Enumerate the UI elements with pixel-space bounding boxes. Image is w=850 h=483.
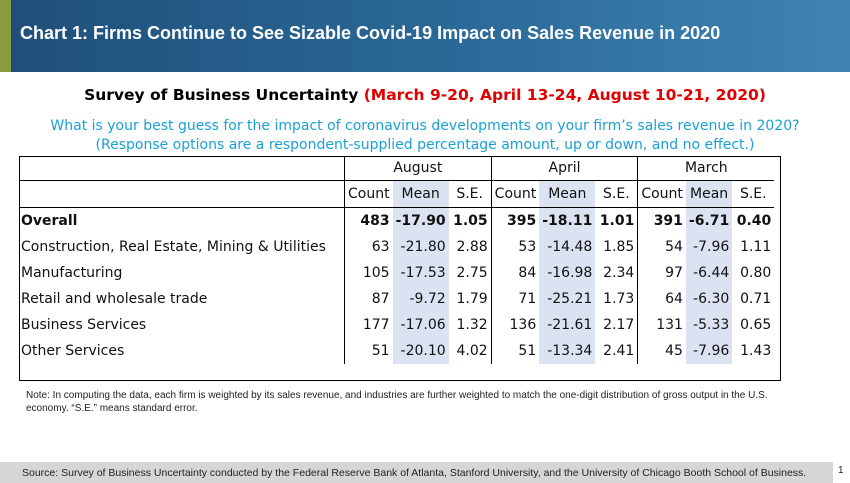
cell-count: 51 — [343, 338, 393, 364]
subheader-count: Count — [490, 180, 540, 208]
subheader-se: S.E. — [448, 180, 492, 208]
cell-se: 2.17 — [603, 317, 635, 333]
cell-mean: -25.21 — [539, 286, 596, 312]
methodology-note: Note: In computing the data, each firm i… — [26, 390, 768, 414]
table-row: Manufacturing 105 -17.53 2.75 84 -16.98 2.34 97… — [19, 260, 774, 286]
cell-se: 2.34 — [603, 265, 635, 281]
cell-count: 97 — [637, 260, 686, 286]
cell-mean: -17.53 — [392, 260, 449, 286]
cell-se: 0.65 — [740, 317, 772, 333]
chart-title: Chart 1: Firms Continue to See Sizable C… — [20, 23, 721, 43]
cell-mean: -21.61 — [539, 312, 596, 338]
subheader-count: Count — [637, 180, 686, 208]
row-label: Manufacturing — [21, 265, 123, 281]
chart-subtitle: Survey of Business Uncertainty (March 9-… — [0, 86, 850, 104]
cell-se: 0.80 — [740, 265, 772, 281]
cell-se: 1.11 — [740, 239, 772, 255]
row-label: Overall — [21, 213, 78, 229]
source-text: Source: Survey of Business Uncertainty c… — [22, 467, 807, 479]
question-line-1: What is your best guess for the impact o… — [50, 118, 800, 134]
cell-count: 391 — [637, 207, 686, 234]
cell-count: 177 — [343, 312, 393, 338]
cell-count: 71 — [490, 286, 540, 312]
group-header-april: April — [490, 156, 638, 181]
cell-se: 2.75 — [456, 265, 488, 281]
cell-se: 1.05 — [453, 213, 488, 229]
cell-se: 2.41 — [603, 343, 635, 359]
cell-count: 51 — [490, 338, 540, 364]
source-footer: Source: Survey of Business Uncertainty c… — [0, 462, 833, 483]
cell-mean: -7.96 — [685, 338, 733, 364]
table-row: Retail and wholesale trade 87 -9.72 1.79 71-… — [19, 286, 774, 312]
cell-se: 0.40 — [736, 213, 772, 229]
banner-accent-bar — [0, 0, 11, 72]
subcolumn-header-row: Count Mean S.E. Count Mean S.E. Count Mean S.E. — [19, 180, 775, 208]
subheader-count: Count — [343, 180, 393, 208]
cell-count: 395 — [490, 207, 540, 234]
cell-mean: -18.11 — [539, 207, 596, 234]
question-line-2: (Response options are a respondent-suppl… — [95, 137, 755, 153]
cell-count: 54 — [637, 234, 686, 260]
subheader-se: S.E. — [732, 180, 775, 208]
cell-se: 1.73 — [603, 291, 635, 307]
cell-mean: -7.96 — [685, 234, 733, 260]
cell-mean: -21.80 — [392, 234, 449, 260]
cell-mean: -6.44 — [685, 260, 733, 286]
cell-mean: -17.90 — [392, 207, 449, 234]
title-banner: Chart 1: Firms Continue to See Sizable C… — [0, 0, 850, 72]
subheader-mean: Mean — [539, 180, 596, 208]
table-row: Overall 483 -17.90 1.05 395 -18.11 1.01 391 -6.7… — [19, 207, 774, 234]
cell-count: 483 — [343, 207, 393, 234]
group-header-march: March — [637, 156, 775, 181]
survey-dates: (March 9-20, April 13-24, August 10-21, … — [363, 86, 766, 104]
cell-mean: -20.10 — [392, 338, 449, 364]
results-table: August April March Count Mean S.E. Count Mean S.… — [19, 156, 775, 364]
row-label: Construction, Real Estate, Mining & Util… — [21, 239, 326, 255]
cell-count: 64 — [637, 286, 686, 312]
cell-count: 63 — [343, 234, 393, 260]
survey-name: Survey of Business Uncertainty — [84, 86, 359, 104]
cell-count: 53 — [490, 234, 540, 260]
table-row: Business Services 177 -17.06 1.32 136 -21.61 2… — [19, 312, 774, 338]
row-label: Business Services — [21, 317, 147, 333]
cell-count: 87 — [343, 286, 393, 312]
cell-se: 1.85 — [603, 239, 635, 255]
subheader-se: S.E. — [595, 180, 638, 208]
group-header-august: August — [344, 156, 492, 181]
header-label-cell — [19, 180, 345, 208]
cell-mean: -16.98 — [539, 260, 596, 286]
cell-count: 131 — [637, 312, 686, 338]
cell-se: 2.88 — [456, 239, 488, 255]
cell-mean: -9.72 — [392, 286, 449, 312]
subheader-mean: Mean — [392, 180, 449, 208]
cell-se: 1.79 — [456, 291, 488, 307]
cell-count: 45 — [637, 338, 686, 364]
cell-mean: -14.48 — [539, 234, 596, 260]
cell-se: 4.02 — [456, 343, 488, 359]
cell-mean: -6.30 — [685, 286, 733, 312]
table-row: Other Services 51 -20.10 4.02 51 -13.34 2.41 45… — [19, 338, 774, 364]
cell-count: 105 — [343, 260, 393, 286]
row-label: Retail and wholesale trade — [21, 291, 208, 307]
survey-question: What is your best guess for the impact o… — [0, 117, 850, 155]
cell-mean: -5.33 — [685, 312, 733, 338]
header-corner-cell — [19, 156, 345, 181]
subheader-mean: Mean — [685, 180, 733, 208]
table-row: Construction, Real Estate, Mining & Util… — [19, 234, 774, 260]
cell-mean: -17.06 — [392, 312, 449, 338]
group-header-row: August April March — [19, 156, 775, 181]
cell-mean: -6.71 — [685, 207, 733, 234]
cell-mean: -13.34 — [539, 338, 596, 364]
cell-se: 1.43 — [740, 343, 772, 359]
cell-count: 136 — [490, 312, 540, 338]
row-label: Other Services — [21, 343, 125, 359]
cell-se: 0.71 — [740, 291, 772, 307]
cell-se: 1.32 — [456, 317, 488, 333]
page-number: 1 — [838, 465, 844, 476]
cell-se: 1.01 — [599, 213, 635, 229]
cell-count: 84 — [490, 260, 540, 286]
